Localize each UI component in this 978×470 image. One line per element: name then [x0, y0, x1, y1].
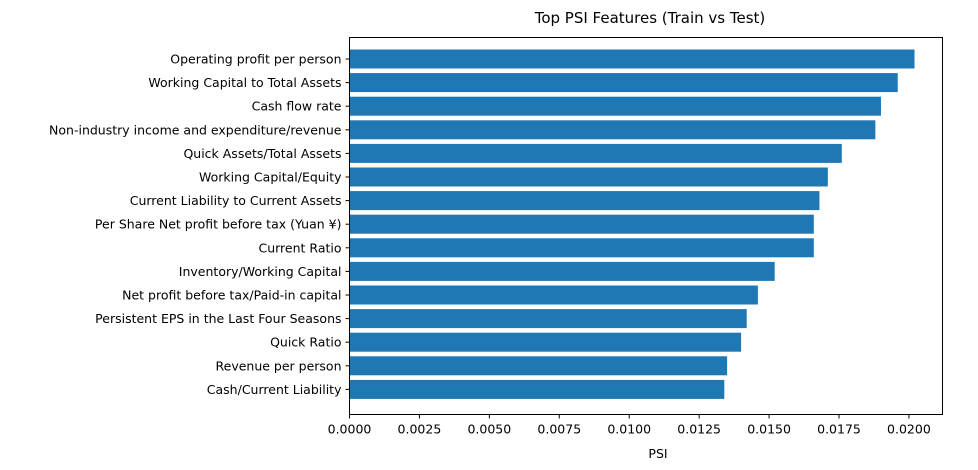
chart-title: Top PSI Features (Train vs Test) — [534, 9, 766, 27]
y-tick-label: Inventory/Working Capital — [179, 264, 342, 279]
x-tick-label: 0.0075 — [537, 422, 581, 437]
x-tick-label: 0.0025 — [398, 422, 442, 437]
x-axis-ticks: 0.0000 0.0025 0.0050 0.0075 0.0100 0.0125 0.01… — [328, 414, 931, 437]
y-tick-label: Working Capital to Total Assets — [148, 75, 341, 90]
y-tick-label: Quick Ratio — [270, 335, 341, 350]
y-tick-label: Non-industry income and expenditure/reve… — [49, 122, 342, 137]
y-tick-label: Quick Assets/Total Assets — [183, 146, 341, 161]
x-tick-label: 0.0200 — [887, 422, 931, 437]
bar — [349, 143, 842, 163]
bar — [349, 49, 915, 69]
y-tick-label: Operating profit per person — [170, 52, 341, 67]
y-tick-label: Net profit before tax/Paid-in capital — [122, 288, 341, 303]
plot-frame — [349, 37, 943, 415]
x-tick-label: 0.0050 — [467, 422, 511, 437]
bar — [349, 191, 820, 211]
y-axis-ticks: Operating profit per person Working Capit… — [49, 52, 350, 397]
bar — [349, 356, 728, 376]
x-tick-label: 0.0000 — [328, 422, 372, 437]
bar — [349, 309, 747, 329]
y-tick-label: Cash flow rate — [252, 99, 342, 114]
x-axis-label: PSI — [648, 446, 667, 461]
y-tick-label: Cash/Current Liability — [207, 382, 342, 397]
bar — [349, 96, 881, 116]
bars-group — [349, 49, 915, 399]
y-tick-label: Current Ratio — [258, 240, 341, 255]
y-tick-label: Persistent EPS in the Last Four Seasons — [95, 311, 341, 326]
bar — [349, 238, 814, 258]
bar — [349, 285, 758, 305]
bar — [349, 214, 814, 234]
y-tick-label: Per Share Net profit before tax (Yuan ¥) — [95, 217, 342, 232]
bar — [349, 332, 742, 352]
y-tick-label: Current Liability to Current Assets — [130, 193, 342, 208]
x-tick-label: 0.0100 — [607, 422, 651, 437]
x-tick-label: 0.0125 — [677, 422, 721, 437]
y-tick-label: Working Capital/Equity — [199, 170, 342, 185]
x-tick-label: 0.0150 — [747, 422, 791, 437]
bar — [349, 379, 725, 399]
bar — [349, 167, 828, 187]
y-tick-label: Revenue per person — [216, 358, 342, 373]
bar — [349, 73, 898, 93]
x-tick-label: 0.0175 — [817, 422, 861, 437]
bar — [349, 120, 876, 140]
bar — [349, 261, 775, 281]
